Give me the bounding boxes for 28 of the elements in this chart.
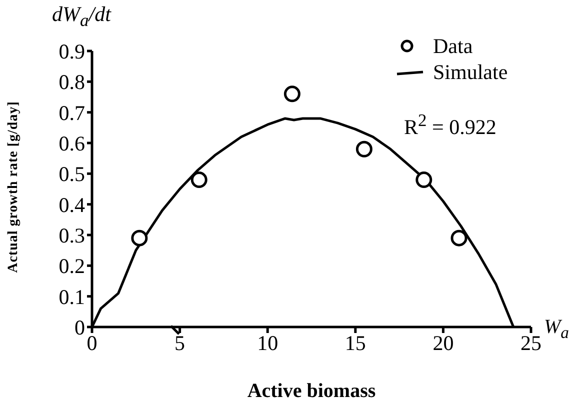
annotation: R$^{2}$ = 0.922: [404, 110, 496, 140]
legend-label: Data: [433, 33, 473, 59]
x-tick-label: 5: [174, 330, 186, 355]
y-axis-title: Actual growth rate [g/day]: [6, 100, 22, 275]
point: [284, 86, 300, 102]
x-tick-label: 15: [344, 330, 366, 355]
x-tick-label: 25: [520, 330, 542, 355]
legend-label: Simulate: [433, 59, 508, 85]
y-tick-label: 0.4: [58, 192, 86, 217]
point: [450, 230, 468, 246]
y-tick-label: 0.8: [58, 70, 85, 94]
y-tick-label: 0: [74, 315, 85, 340]
x-tick-label: 20: [432, 330, 454, 355]
y-tick-label: 0.1: [58, 284, 85, 309]
y-tick-label: 0.6: [58, 131, 85, 156]
y-tick-label: 0.5: [58, 162, 85, 186]
point: [416, 172, 432, 188]
x-tick-label: 10: [257, 330, 278, 355]
point: [356, 140, 372, 158]
point: [131, 230, 148, 246]
text: dW$_{a}$/dt: [52, 2, 111, 32]
x-axis-title: Active biomass: [246, 380, 377, 403]
y-tick-label: 0.7: [58, 100, 85, 125]
y-tick-label: 0.9: [58, 39, 85, 64]
y-tick-label: 0.3: [58, 223, 85, 248]
point: [190, 172, 208, 188]
y-tick-label: 0.2: [58, 254, 85, 278]
text: W$_{a}$: [544, 316, 569, 343]
